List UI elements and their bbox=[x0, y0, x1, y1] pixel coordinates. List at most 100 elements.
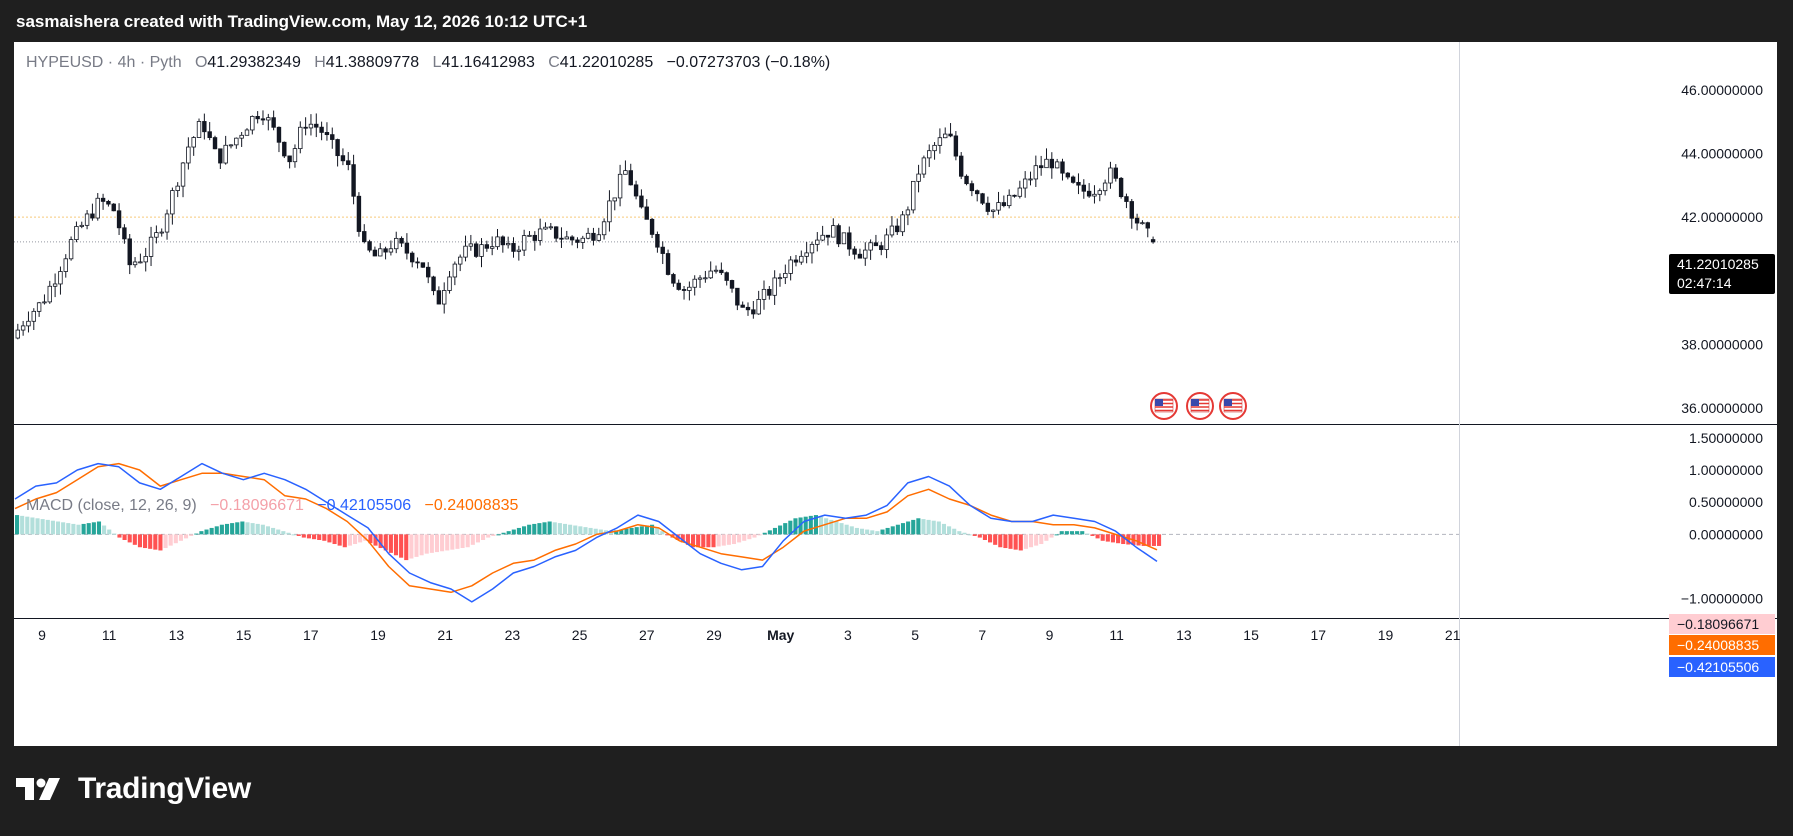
histogram-bar bbox=[665, 534, 670, 536]
candle-body bbox=[378, 248, 383, 257]
histogram-bar bbox=[967, 534, 972, 536]
candle-body bbox=[868, 242, 873, 251]
candle-body bbox=[1038, 165, 1044, 169]
us-flag-event-icon[interactable] bbox=[1186, 392, 1214, 420]
time-tick-label: May bbox=[767, 627, 794, 643]
time-tick-label: 15 bbox=[1243, 627, 1259, 643]
histogram-bar bbox=[393, 534, 399, 556]
us-flag-event-icon[interactable] bbox=[1150, 392, 1178, 420]
histogram-bar bbox=[839, 523, 844, 535]
candle-body bbox=[799, 255, 804, 263]
histogram-bar bbox=[1126, 534, 1131, 545]
time-tick-label: 17 bbox=[1311, 627, 1327, 643]
histogram-bar bbox=[199, 531, 204, 535]
candle-body bbox=[681, 289, 687, 291]
histogram-bar bbox=[276, 529, 281, 535]
histogram-bar bbox=[1034, 534, 1039, 546]
histogram-bar bbox=[224, 523, 230, 535]
candle-body bbox=[84, 213, 90, 226]
candle-body bbox=[788, 259, 793, 274]
histogram-bar bbox=[875, 531, 880, 535]
candle-body bbox=[585, 232, 591, 239]
candle-body bbox=[1108, 167, 1113, 184]
histogram-bar bbox=[870, 530, 875, 535]
macd-tick-label: 1.00000000 bbox=[1689, 462, 1763, 478]
candle-body bbox=[276, 126, 282, 143]
histogram-bar bbox=[296, 534, 301, 536]
histogram-bar bbox=[1151, 534, 1156, 546]
time-tick-label: 23 bbox=[505, 627, 521, 643]
histogram-bar bbox=[588, 527, 593, 535]
candle-body bbox=[58, 271, 63, 285]
candle-body bbox=[42, 301, 47, 304]
histogram-bar bbox=[906, 521, 911, 535]
tradingview-logo[interactable]: TradingView bbox=[16, 772, 251, 806]
candle-body bbox=[1060, 161, 1065, 174]
histogram-bar bbox=[25, 516, 30, 535]
histogram-bar bbox=[952, 528, 957, 535]
histogram-bar bbox=[578, 526, 583, 535]
histogram-bar bbox=[15, 515, 20, 535]
candle-body bbox=[212, 137, 218, 150]
candle-body bbox=[1118, 177, 1124, 198]
histogram-bar bbox=[445, 534, 450, 551]
candle-body bbox=[420, 262, 426, 268]
histogram-bar bbox=[250, 523, 255, 535]
candle-body bbox=[735, 287, 740, 306]
us-flag-event-icon[interactable] bbox=[1219, 392, 1247, 420]
histogram-bar bbox=[301, 534, 306, 538]
histogram-bar bbox=[747, 534, 752, 540]
chart-canvas[interactable]: 46.0000000044.0000000042.0000000040.0000… bbox=[14, 42, 1777, 746]
candle-body bbox=[52, 283, 58, 287]
symbol-label: HYPEUSD · 4h · Pyth bbox=[26, 54, 182, 71]
candle-body bbox=[719, 269, 724, 274]
histogram-bar bbox=[1110, 534, 1116, 543]
macd-name: MACD (close, 12, 26, 9) bbox=[26, 497, 197, 514]
candle-body bbox=[964, 175, 969, 185]
macd-line bbox=[14, 462, 1158, 603]
candle-body bbox=[154, 232, 159, 238]
axes: 46.0000000044.0000000042.0000000040.0000… bbox=[14, 42, 1777, 746]
histogram-bar bbox=[911, 519, 916, 535]
candle-body bbox=[729, 280, 735, 289]
histogram-bar bbox=[409, 534, 414, 559]
histogram-bar bbox=[721, 534, 726, 546]
candle-body bbox=[47, 285, 52, 303]
histogram-bar bbox=[1121, 534, 1126, 545]
candle-body bbox=[479, 244, 484, 257]
histogram-bar bbox=[793, 518, 798, 535]
histogram-bar bbox=[1008, 534, 1013, 549]
time-tick-label: 11 bbox=[102, 627, 117, 643]
candle-body bbox=[164, 213, 170, 233]
histogram-bar bbox=[102, 525, 107, 535]
histogram-bar bbox=[762, 532, 767, 535]
candle-body bbox=[943, 133, 948, 139]
candle-body bbox=[884, 234, 889, 250]
histogram-bar bbox=[542, 522, 547, 535]
candle-body bbox=[436, 290, 442, 305]
candle-body bbox=[180, 162, 186, 187]
histogram-bar bbox=[629, 527, 634, 535]
candle-body bbox=[745, 306, 751, 311]
candle-body bbox=[484, 244, 490, 249]
candle-body bbox=[767, 288, 772, 296]
candle-body bbox=[271, 117, 276, 128]
histogram-bar bbox=[158, 534, 163, 551]
candle-body bbox=[1028, 178, 1033, 181]
event-flags[interactable] bbox=[1150, 392, 1247, 420]
histogram-bar bbox=[885, 527, 890, 535]
candle-body bbox=[591, 232, 596, 241]
histogram-bar bbox=[414, 534, 419, 557]
candle-body bbox=[255, 115, 260, 120]
candle-body bbox=[847, 232, 852, 250]
time-tick-label: 19 bbox=[370, 627, 386, 643]
histogram-bar bbox=[1080, 531, 1085, 535]
histogram-bar bbox=[173, 534, 178, 544]
histogram-bar bbox=[163, 534, 168, 549]
histogram-bar bbox=[219, 524, 224, 535]
open-value: 41.29382349 bbox=[207, 54, 301, 71]
candle-body bbox=[761, 288, 767, 300]
histogram-bar bbox=[96, 521, 102, 535]
candle-body bbox=[1081, 184, 1086, 192]
histogram-bar bbox=[30, 517, 35, 535]
